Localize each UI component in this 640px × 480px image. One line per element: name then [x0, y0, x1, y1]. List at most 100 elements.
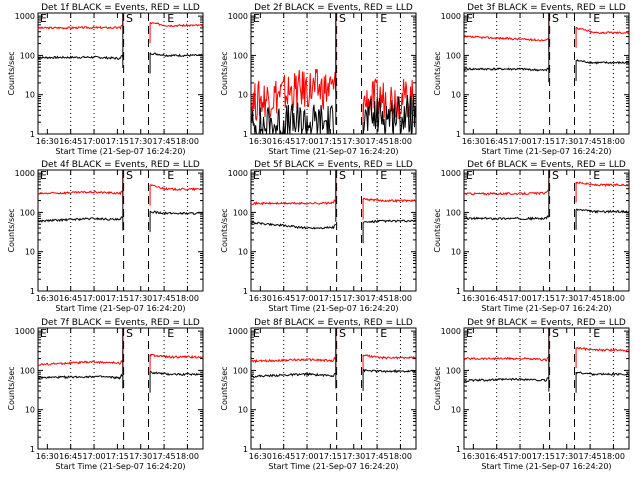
lld-series-line	[37, 190, 124, 196]
panel-title: Det 7f BLACK = Events, RED = LLD	[41, 318, 200, 328]
panel-title: Det 9f BLACK = Events, RED = LLD	[467, 318, 626, 328]
x-tick-label: 17:00	[509, 452, 532, 461]
x-tick-label: 17:15	[532, 294, 555, 303]
marker-label: S	[339, 12, 346, 25]
marker-label: E	[253, 327, 260, 340]
y-tick-label: 1000	[441, 169, 461, 178]
x-tick-label: 17:00	[509, 294, 532, 303]
events-series-line	[463, 67, 550, 72]
events-series-line	[575, 371, 630, 377]
panel-det-3: Det 3f BLACK = Events, RED = LLD 1 10 100 10…	[433, 3, 630, 156]
plot-frame	[37, 12, 204, 135]
x-tick-label: 17:45	[579, 137, 602, 146]
marker-label: S	[126, 12, 133, 25]
y-tick-label: 100	[446, 51, 461, 60]
plot-frame	[463, 12, 630, 135]
panel-title: Det 3f BLACK = Events, RED = LLD	[467, 3, 626, 13]
y-tick-label: 10	[451, 248, 461, 257]
x-tick-label: 18:00	[389, 294, 412, 303]
lld-series-line	[149, 21, 204, 28]
events-series-line	[463, 215, 550, 221]
marker-label: E	[380, 12, 387, 25]
x-tick-label: 18:00	[389, 137, 412, 146]
y-tick-label: 1	[456, 287, 461, 296]
x-tick-label: 16:30	[36, 137, 59, 146]
x-tick-label: 16:45	[59, 452, 82, 461]
lld-series-line	[463, 35, 549, 42]
x-tick-label: 17:30	[555, 137, 578, 146]
x-tick-label: 17:15	[319, 452, 342, 461]
panel-det-7: Det 7f BLACK = Events, RED = LLD 1 10 100 10…	[7, 318, 204, 471]
y-tick-label: 100	[446, 366, 461, 375]
x-tick-label: 18:00	[602, 294, 625, 303]
panel-title: Det 1f BLACK = Events, RED = LLD	[41, 3, 200, 13]
lld-series-line	[363, 354, 417, 360]
lld-series-line	[250, 356, 337, 364]
x-tick-label: 17:15	[106, 452, 129, 461]
panel-det-8: Det 8f BLACK = Events, RED = LLD 1 10 100 10…	[220, 318, 417, 471]
panel-title: Det 8f BLACK = Events, RED = LLD	[254, 318, 413, 328]
marker-label: S	[339, 327, 346, 340]
marker-label: E	[253, 169, 260, 182]
x-tick-label: 17:00	[509, 137, 532, 146]
events-series-line	[362, 368, 417, 374]
y-tick-label: 100	[20, 366, 35, 375]
x-tick-label: 17:15	[106, 294, 129, 303]
y-tick-label: 10	[25, 406, 35, 415]
panel-title: Det 4f BLACK = Events, RED = LLD	[41, 160, 200, 170]
marker-label: E	[593, 327, 600, 340]
events-series-line	[575, 208, 630, 214]
panel-title: Det 6f BLACK = Events, RED = LLD	[467, 160, 626, 170]
marker-label: E	[593, 12, 600, 25]
marker-label: E	[253, 12, 260, 25]
y-tick-label: 1000	[228, 327, 248, 336]
x-tick-label: 17:00	[83, 452, 106, 461]
x-axis-label: Start Time (21-Sep-07 16:24:20)	[55, 147, 185, 156]
events-series-line	[362, 219, 417, 224]
x-tick-label: 17:45	[153, 137, 176, 146]
y-tick-label: 100	[233, 51, 248, 60]
y-tick-label: 1000	[228, 12, 248, 21]
plot-frame	[250, 12, 417, 135]
x-axis-label: Start Time (21-Sep-07 16:24:20)	[268, 147, 398, 156]
x-axis-label: Start Time (21-Sep-07 16:24:20)	[268, 462, 398, 471]
y-tick-label: 1000	[441, 327, 461, 336]
events-series-line	[362, 94, 417, 135]
x-tick-label: 16:30	[462, 137, 485, 146]
y-tick-label: 1	[456, 445, 461, 454]
marker-label: E	[466, 169, 473, 182]
plot-frame	[463, 327, 630, 450]
marker-label: E	[466, 12, 473, 25]
plot-frame	[250, 169, 417, 292]
plot-frame	[37, 169, 204, 292]
panel-det-6: Det 6f BLACK = Events, RED = LLD 1 10 100 10…	[433, 160, 630, 313]
lld-series-line	[575, 346, 630, 352]
y-axis-label: Counts/sec	[220, 366, 229, 410]
y-tick-label: 100	[446, 208, 461, 217]
x-tick-label: 17:30	[342, 452, 365, 461]
events-series-line	[463, 377, 550, 383]
x-tick-label: 17:00	[83, 294, 106, 303]
y-axis-label: Counts/sec	[7, 208, 16, 252]
x-tick-label: 16:30	[36, 452, 59, 461]
marker-label: S	[126, 169, 133, 182]
panel-title: Det 5f BLACK = Events, RED = LLD	[254, 160, 413, 170]
events-series-line	[149, 52, 204, 58]
x-tick-label: 16:45	[272, 294, 295, 303]
y-tick-label: 1000	[228, 169, 248, 178]
x-axis-label: Start Time (21-Sep-07 16:24:20)	[55, 462, 185, 471]
x-tick-label: 16:30	[462, 452, 485, 461]
lld-series-line	[150, 184, 204, 192]
marker-label: E	[40, 12, 47, 25]
y-tick-label: 100	[233, 208, 248, 217]
plot-frame	[463, 169, 630, 292]
x-tick-label: 16:45	[485, 452, 508, 461]
marker-label: S	[552, 12, 559, 25]
x-tick-label: 16:45	[485, 137, 508, 146]
x-tick-label: 18:00	[602, 452, 625, 461]
x-tick-label: 17:30	[555, 294, 578, 303]
x-axis-label: Start Time (21-Sep-07 16:24:20)	[55, 304, 185, 313]
y-tick-label: 10	[238, 91, 248, 100]
x-tick-label: 16:45	[272, 452, 295, 461]
y-tick-label: 1	[243, 445, 248, 454]
